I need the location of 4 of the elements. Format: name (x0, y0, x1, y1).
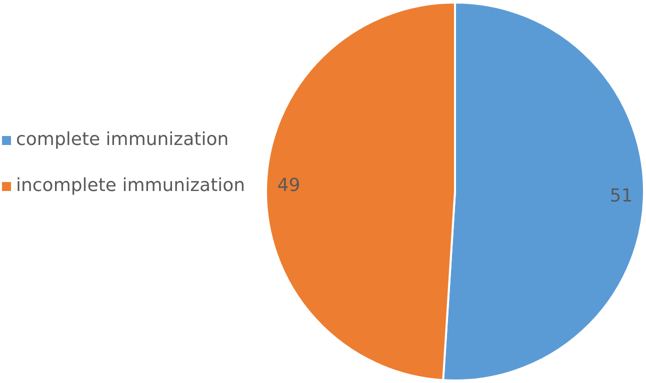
legend-label: incomplete immunization (16, 174, 246, 198)
legend-label: complete immunization (16, 128, 229, 152)
data-label: 51 (610, 185, 633, 206)
data-label: 49 (277, 174, 300, 196)
